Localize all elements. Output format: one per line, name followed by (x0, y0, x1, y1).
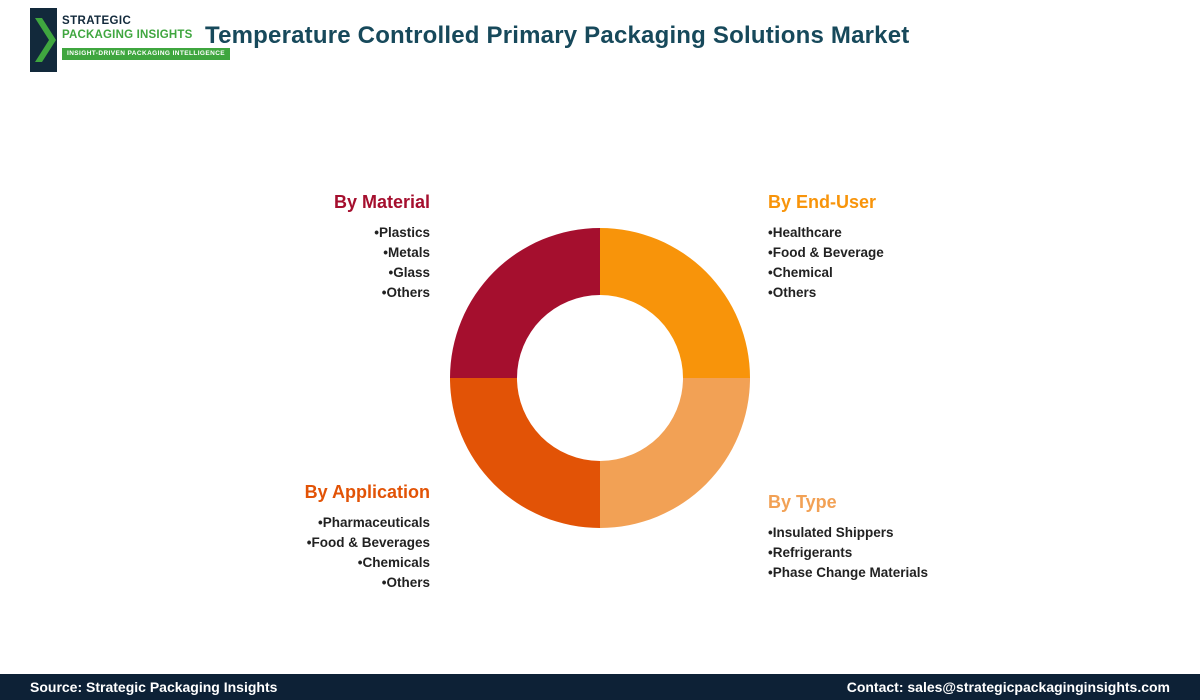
list-item: Insulated Shippers (768, 523, 1028, 543)
list-item: Healthcare (768, 223, 1028, 243)
list-item: Refrigerants (768, 543, 1028, 563)
header: STRATEGIC PACKAGING INSIGHTS INSIGHT-DRI… (0, 0, 1200, 90)
list-item: Plastics (170, 223, 430, 243)
list-item: Phase Change Materials (768, 563, 1028, 583)
segment-block-by-material: By Material Plastics Metals Glass Others (170, 192, 430, 303)
logo-text-line1: STRATEGIC (62, 15, 132, 27)
segment-heading-by-end-user: By End-User (768, 192, 877, 212)
company-logo: STRATEGIC PACKAGING INSIGHTS INSIGHT-DRI… (30, 8, 231, 72)
list-item: Others (170, 573, 430, 593)
segment-block-by-end-user: By End-User Healthcare Food & Beverage C… (768, 192, 1028, 303)
segment-list-by-application: Pharmaceuticals Food & Beverages Chemica… (170, 513, 430, 593)
donut-segment-by-end-user (600, 228, 750, 378)
logo-text: STRATEGIC PACKAGING INSIGHTS INSIGHT-DRI… (62, 8, 231, 60)
donut-chart (450, 228, 750, 528)
segment-heading-by-material: By Material (333, 192, 430, 212)
footer-bar: Source: Strategic Packaging Insights Con… (0, 674, 1200, 700)
segment-list-by-end-user: Healthcare Food & Beverage Chemical Othe… (768, 223, 1028, 303)
page-title: Temperature Controlled Primary Packaging… (205, 22, 910, 49)
logo-tagline: INSIGHT-DRIVEN PACKAGING INTELLIGENCE (62, 48, 231, 60)
segment-block-by-application: By Application Pharmaceuticals Food & Be… (170, 482, 430, 593)
footer-source: Source: Strategic Packaging Insights (30, 679, 278, 695)
list-item: Metals (170, 243, 430, 263)
list-item: Others (768, 283, 1028, 303)
donut-segment-by-material (450, 228, 600, 378)
segment-list-by-type: Insulated Shippers Refrigerants Phase Ch… (768, 523, 1028, 583)
list-item: Chemical (768, 263, 1028, 283)
logo-text-line2: PACKAGING INSIGHTS (62, 29, 193, 41)
segment-list-by-material: Plastics Metals Glass Others (170, 223, 430, 303)
list-item: Pharmaceuticals (170, 513, 430, 533)
donut-segment-by-type (600, 378, 750, 528)
list-item: Others (170, 283, 430, 303)
list-item: Glass (170, 263, 430, 283)
segment-block-by-type: By Type Insulated Shippers Refrigerants … (768, 492, 1028, 583)
list-item: Chemicals (170, 553, 430, 573)
footer-contact: Contact: sales@strategicpackaginginsight… (846, 679, 1170, 695)
segment-heading-by-application: By Application (304, 482, 430, 502)
list-item: Food & Beverages (170, 533, 430, 553)
donut-segment-by-application (450, 378, 600, 528)
list-item: Food & Beverage (768, 243, 1028, 263)
logo-arrow-icon (30, 8, 57, 72)
segment-heading-by-type: By Type (768, 492, 837, 512)
